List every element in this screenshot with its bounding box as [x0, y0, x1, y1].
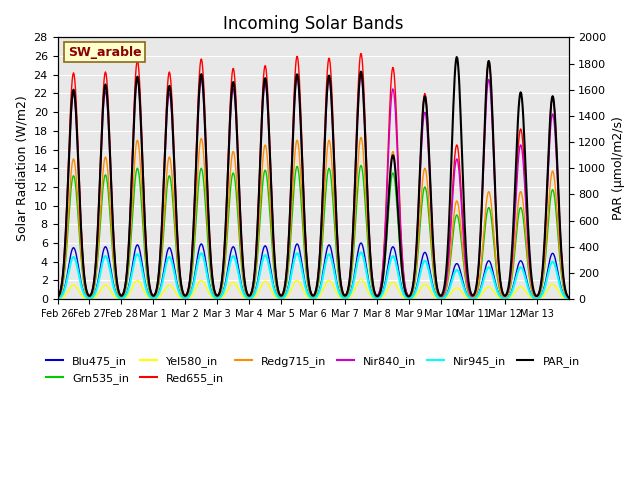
Blu475_in	[114, 293, 122, 299]
Red655_in	[357, 51, 365, 57]
Line: Yel580_in: Yel580_in	[58, 279, 568, 299]
Red655_in	[395, 174, 403, 180]
PAR_in	[207, 265, 215, 271]
Grn535_in	[357, 163, 365, 168]
Redg715_in	[233, 180, 241, 186]
Redg715_in	[395, 218, 403, 224]
Yel580_in	[252, 292, 260, 298]
Blu475_in	[357, 240, 365, 246]
Text: SW_arable: SW_arable	[68, 46, 141, 59]
Nir840_in	[252, 252, 260, 257]
Blu475_in	[207, 288, 215, 294]
PAR_in	[233, 126, 241, 132]
Red655_in	[114, 282, 122, 288]
Line: Nir840_in: Nir840_in	[58, 75, 568, 298]
Red655_in	[252, 248, 260, 253]
Red655_in	[564, 295, 572, 300]
Blu475_in	[233, 255, 241, 261]
Yel580_in	[564, 296, 572, 302]
Grn535_in	[114, 288, 122, 294]
Redg715_in	[207, 274, 215, 280]
Grn535_in	[395, 229, 403, 235]
PAR_in	[394, 209, 402, 215]
Y-axis label: Solar Radiation (W/m2): Solar Radiation (W/m2)	[15, 96, 28, 241]
Line: Redg715_in: Redg715_in	[58, 138, 568, 298]
Y-axis label: PAR (μmol/m2/s): PAR (μmol/m2/s)	[612, 116, 625, 220]
PAR_in	[564, 295, 572, 300]
Red655_in	[207, 263, 215, 269]
Nir840_in	[114, 283, 122, 289]
Yel580_in	[114, 295, 122, 301]
Redg715_in	[252, 264, 260, 270]
Blu475_in	[54, 296, 61, 301]
PAR_in	[54, 295, 61, 300]
Nir945_in	[395, 274, 403, 279]
Red655_in	[54, 294, 61, 300]
Nir945_in	[114, 293, 122, 299]
Nir840_in	[395, 185, 403, 191]
PAR_in	[114, 283, 122, 288]
PAR_in	[252, 250, 260, 256]
Blu475_in	[395, 268, 403, 274]
Redg715_in	[114, 288, 122, 293]
Redg715_in	[54, 295, 61, 301]
PAR_in	[453, 54, 461, 60]
Redg715_in	[366, 263, 374, 268]
Yel580_in	[395, 287, 403, 293]
Nir840_in	[366, 250, 374, 255]
Grn535_in	[233, 197, 241, 203]
Legend: Blu475_in, Grn535_in, Yel580_in, Red655_in, Redg715_in, Nir840_in, Nir945_in, PA: Blu475_in, Grn535_in, Yel580_in, Red655_…	[42, 352, 584, 388]
Grn535_in	[564, 295, 572, 301]
Red655_in	[366, 245, 374, 251]
Nir945_in	[564, 296, 572, 301]
Redg715_in	[357, 135, 365, 141]
Yel580_in	[357, 276, 365, 282]
Nir945_in	[357, 250, 365, 255]
Nir840_in	[357, 72, 365, 78]
Line: Nir945_in: Nir945_in	[58, 252, 568, 299]
Grn535_in	[207, 278, 215, 284]
Red655_in	[233, 115, 241, 121]
Grn535_in	[252, 269, 260, 275]
Nir945_in	[54, 296, 61, 301]
Line: Blu475_in: Blu475_in	[58, 243, 568, 299]
Grn535_in	[54, 295, 61, 301]
Grn535_in	[366, 268, 374, 274]
Yel580_in	[233, 283, 241, 289]
Nir840_in	[207, 266, 215, 272]
Nir945_in	[252, 287, 260, 293]
Nir945_in	[366, 287, 374, 292]
Nir945_in	[233, 263, 241, 268]
Title: Incoming Solar Bands: Incoming Solar Bands	[223, 15, 403, 33]
PAR_in	[365, 237, 373, 243]
Blu475_in	[564, 296, 572, 301]
Yel580_in	[207, 294, 215, 300]
Yel580_in	[366, 292, 374, 298]
Line: PAR_in: PAR_in	[58, 57, 568, 298]
Blu475_in	[366, 285, 374, 290]
Line: Red655_in: Red655_in	[58, 54, 568, 298]
Nir840_in	[54, 295, 61, 300]
Nir945_in	[207, 290, 215, 296]
Line: Grn535_in: Grn535_in	[58, 166, 568, 298]
Nir840_in	[564, 295, 572, 300]
Blu475_in	[252, 285, 260, 291]
Redg715_in	[564, 295, 572, 301]
Nir840_in	[233, 131, 241, 137]
Yel580_in	[54, 296, 61, 302]
